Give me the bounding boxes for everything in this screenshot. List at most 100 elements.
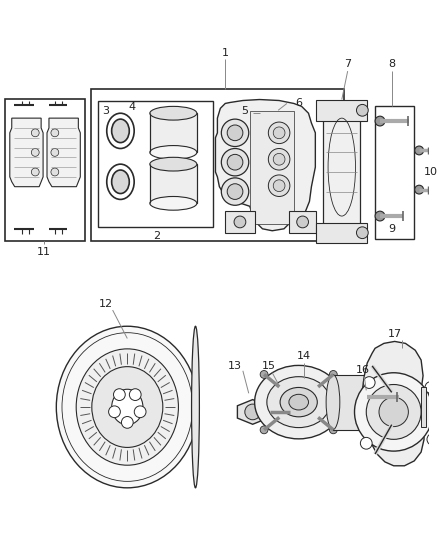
- Circle shape: [32, 149, 39, 156]
- Bar: [316, 100, 367, 121]
- Circle shape: [234, 216, 246, 228]
- Text: 17: 17: [388, 328, 402, 338]
- Circle shape: [360, 390, 374, 404]
- Ellipse shape: [150, 157, 197, 171]
- Circle shape: [270, 107, 278, 114]
- Ellipse shape: [112, 119, 129, 143]
- Circle shape: [32, 168, 39, 176]
- Bar: [375, 107, 414, 239]
- Polygon shape: [215, 100, 315, 231]
- Text: 14: 14: [297, 351, 311, 361]
- Circle shape: [260, 106, 269, 115]
- Bar: [289, 211, 316, 233]
- Text: 5: 5: [241, 106, 248, 116]
- Circle shape: [357, 104, 368, 116]
- Circle shape: [375, 116, 385, 126]
- Circle shape: [113, 389, 125, 400]
- Circle shape: [273, 127, 285, 139]
- Circle shape: [245, 404, 261, 420]
- Circle shape: [364, 377, 375, 389]
- Text: 9: 9: [388, 224, 395, 234]
- Circle shape: [354, 373, 433, 451]
- Circle shape: [134, 406, 146, 418]
- Circle shape: [260, 426, 268, 434]
- Bar: [91, 89, 344, 240]
- Ellipse shape: [326, 375, 340, 430]
- Ellipse shape: [150, 107, 197, 120]
- Circle shape: [51, 129, 59, 137]
- Bar: [5, 99, 85, 240]
- Circle shape: [415, 185, 424, 194]
- Circle shape: [121, 416, 133, 428]
- Circle shape: [273, 154, 285, 165]
- Ellipse shape: [76, 349, 178, 465]
- Text: 10: 10: [424, 167, 438, 177]
- Polygon shape: [10, 118, 43, 187]
- Ellipse shape: [107, 164, 134, 199]
- Ellipse shape: [112, 389, 143, 425]
- Ellipse shape: [191, 326, 199, 488]
- Circle shape: [227, 125, 243, 141]
- Circle shape: [221, 178, 249, 205]
- Circle shape: [357, 227, 368, 239]
- Text: 4: 4: [129, 102, 136, 112]
- Circle shape: [425, 382, 437, 393]
- Circle shape: [221, 119, 249, 147]
- Circle shape: [129, 389, 141, 400]
- Ellipse shape: [150, 146, 197, 159]
- Circle shape: [366, 384, 421, 439]
- Bar: [150, 164, 197, 203]
- Bar: [150, 113, 197, 152]
- Circle shape: [221, 149, 249, 176]
- Circle shape: [260, 370, 268, 378]
- Circle shape: [329, 370, 337, 378]
- Bar: [225, 211, 254, 233]
- Circle shape: [375, 211, 385, 221]
- Circle shape: [415, 146, 424, 155]
- Bar: [250, 111, 294, 224]
- Ellipse shape: [280, 387, 317, 417]
- Circle shape: [360, 438, 372, 449]
- Text: 13: 13: [228, 361, 242, 371]
- Ellipse shape: [267, 377, 331, 427]
- Ellipse shape: [289, 394, 308, 410]
- Circle shape: [268, 175, 290, 197]
- Circle shape: [51, 168, 59, 176]
- Ellipse shape: [57, 326, 198, 488]
- Circle shape: [268, 122, 290, 143]
- Ellipse shape: [364, 375, 377, 430]
- Text: 6: 6: [295, 99, 302, 108]
- Circle shape: [227, 184, 243, 199]
- Circle shape: [329, 426, 337, 434]
- Text: 1: 1: [222, 47, 229, 58]
- Text: 2: 2: [153, 231, 160, 241]
- Circle shape: [51, 149, 59, 156]
- Circle shape: [32, 129, 39, 137]
- Bar: [98, 101, 213, 227]
- Circle shape: [227, 155, 243, 170]
- Text: 16: 16: [355, 365, 369, 375]
- Polygon shape: [47, 118, 80, 187]
- Ellipse shape: [254, 366, 343, 439]
- Bar: [323, 103, 360, 240]
- Ellipse shape: [112, 170, 129, 193]
- Bar: [421, 387, 426, 426]
- Bar: [333, 375, 370, 430]
- Text: 8: 8: [388, 59, 395, 69]
- Circle shape: [273, 180, 285, 191]
- Text: 15: 15: [262, 361, 276, 371]
- Text: 7: 7: [344, 59, 351, 69]
- Bar: [316, 223, 367, 243]
- Ellipse shape: [107, 113, 134, 149]
- Polygon shape: [362, 342, 424, 466]
- Circle shape: [297, 216, 308, 228]
- Ellipse shape: [150, 197, 197, 210]
- Circle shape: [268, 149, 290, 170]
- Ellipse shape: [92, 367, 163, 447]
- Circle shape: [379, 397, 408, 426]
- Circle shape: [427, 433, 438, 445]
- Text: 12: 12: [99, 299, 113, 309]
- Text: 3: 3: [102, 106, 109, 116]
- Text: 11: 11: [37, 247, 51, 257]
- Circle shape: [109, 406, 120, 418]
